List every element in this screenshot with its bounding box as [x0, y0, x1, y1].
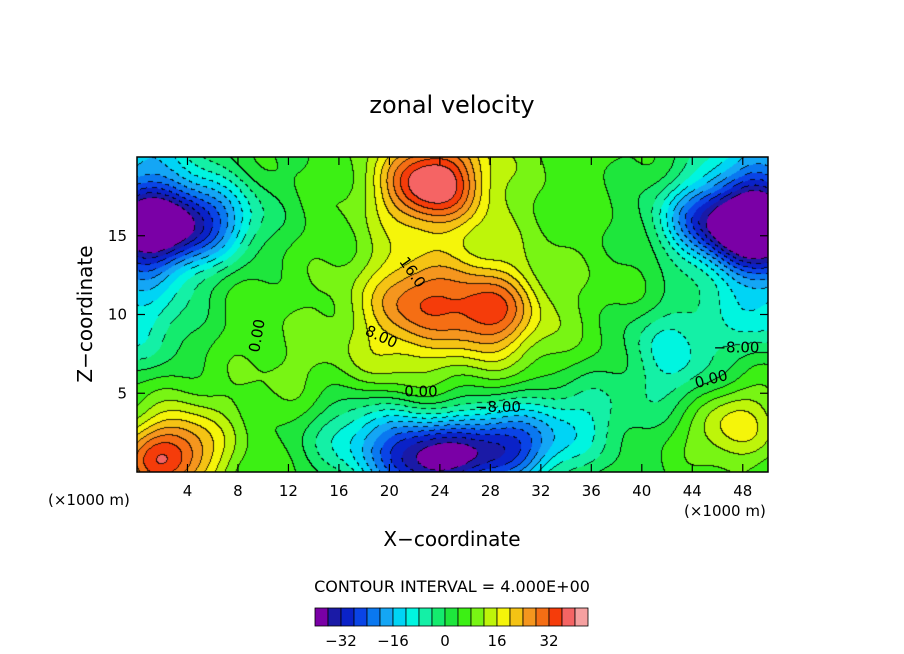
colorbar-swatch [457, 607, 472, 627]
contour-label: −8.00 [475, 398, 521, 416]
colorbar-swatch [574, 607, 589, 627]
x-tick-label: 48 [733, 482, 752, 500]
chart-title: zonal velocity [369, 91, 534, 119]
colorbar: −32 −16 0 16 32 [314, 607, 589, 650]
contour-label: 0.00 [245, 318, 269, 354]
contour-label: −8.00 [713, 338, 759, 356]
x-axis-label: X−coordinate [383, 527, 520, 551]
colorbar-swatch [353, 607, 368, 627]
colorbar-swatch [327, 607, 342, 627]
colorbar-swatch [522, 607, 537, 627]
colorbar-swatch [379, 607, 394, 627]
colorbar-tick-label: −32 [325, 632, 357, 650]
x-tick-label: 16 [329, 482, 348, 500]
colorbar-swatch [483, 607, 498, 627]
colorbar-swatch [392, 607, 407, 627]
colorbar-tick-label: 0 [440, 632, 450, 650]
x-tick-label: 24 [430, 482, 449, 500]
contour-label: 0.00 [404, 382, 437, 400]
colorbar-swatch [418, 607, 433, 627]
colorbar-swatch [444, 607, 459, 627]
x-tick-label: 28 [481, 482, 500, 500]
x-tick-label: 8 [233, 482, 243, 500]
colorbar-swatch [509, 607, 524, 627]
colorbar-swatch [366, 607, 381, 627]
x-scale-note-left: (×1000 m) [48, 491, 130, 509]
y-tick-label: 15 [108, 227, 127, 245]
x-tick-label: 44 [683, 482, 702, 500]
colorbar-swatch [548, 607, 563, 627]
y-tick-label: 5 [117, 384, 127, 402]
colorbar-swatch [496, 607, 511, 627]
colorbar-swatch [314, 607, 329, 627]
colorbar-tick-label: 32 [539, 632, 558, 650]
colorbar-swatch [470, 607, 485, 627]
colorbar-swatch [561, 607, 576, 627]
colorbar-swatch [405, 607, 420, 627]
x-tick-label: 20 [380, 482, 399, 500]
x-tick-label: 40 [632, 482, 651, 500]
y-axis: 5 10 15 [108, 227, 768, 402]
colorbar-tick-label: 16 [487, 632, 506, 650]
x-tick-label: 32 [531, 482, 550, 500]
x-scale-note-right: (×1000 m) [684, 502, 766, 520]
colorbar-swatch [340, 607, 355, 627]
contour-interval-note: CONTOUR INTERVAL = 4.000E+00 [314, 577, 590, 596]
field-raster [137, 157, 768, 472]
y-axis-label: Z−coordinate [73, 245, 97, 382]
x-axis: 4 8 12 16 20 24 28 32 36 40 44 48 [183, 157, 752, 500]
colorbar-swatch [431, 607, 446, 627]
y-tick-label: 10 [108, 306, 127, 324]
colorbar-swatch [535, 607, 550, 627]
x-tick-label: 12 [279, 482, 298, 500]
x-tick-label: 36 [582, 482, 601, 500]
contour-field [137, 157, 768, 472]
x-tick-label: 4 [183, 482, 193, 500]
colorbar-tick-label: −16 [377, 632, 409, 650]
